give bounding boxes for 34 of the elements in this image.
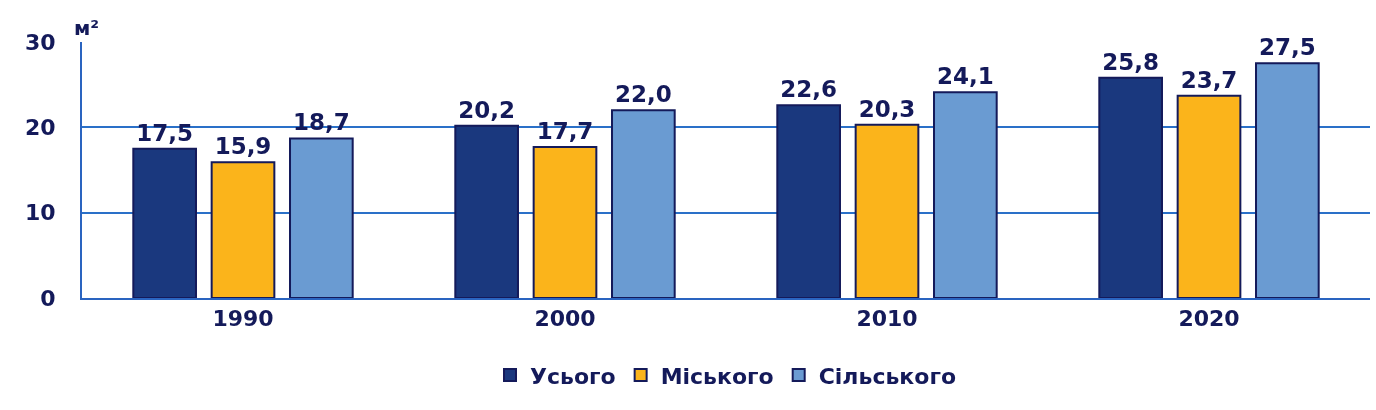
bar bbox=[854, 123, 920, 298]
x-tick-label: 2020 bbox=[1178, 306, 1240, 332]
data-label: 24,1 bbox=[936, 63, 994, 90]
data-label: 22,0 bbox=[614, 81, 672, 108]
data-label: 22,6 bbox=[780, 76, 838, 103]
legend-label: Міського bbox=[660, 363, 774, 389]
y-tick-label: 10 bbox=[24, 200, 56, 226]
y-axis-title: м² bbox=[74, 16, 100, 40]
y-tick-label: 30 bbox=[24, 29, 56, 55]
bar bbox=[611, 109, 676, 298]
bar bbox=[532, 145, 598, 298]
x-tick-label: 1990 bbox=[212, 306, 274, 332]
data-label: 23,7 bbox=[1180, 66, 1238, 93]
data-label: 15,9 bbox=[214, 133, 272, 160]
data-label: 27,5 bbox=[1258, 34, 1316, 61]
bar bbox=[289, 137, 354, 298]
bar bbox=[132, 147, 197, 298]
data-label: 25,8 bbox=[1102, 48, 1160, 75]
bar bbox=[454, 124, 519, 298]
y-tick-label: 20 bbox=[24, 115, 56, 141]
bar bbox=[210, 161, 276, 298]
bar bbox=[1255, 62, 1320, 298]
bar bbox=[776, 104, 841, 298]
data-label: 17,5 bbox=[136, 119, 194, 146]
x-tick-label: 2010 bbox=[856, 306, 918, 332]
bar bbox=[933, 91, 998, 298]
legend-label: Сільського bbox=[818, 363, 957, 389]
y-tick-label: 0 bbox=[40, 285, 56, 311]
data-label: 20,2 bbox=[458, 96, 516, 123]
legend-label: Усього bbox=[530, 363, 616, 389]
bar bbox=[1176, 94, 1242, 298]
x-tick-label: 2000 bbox=[534, 306, 596, 332]
bar bbox=[1098, 76, 1163, 298]
data-label: 20,3 bbox=[858, 95, 916, 122]
